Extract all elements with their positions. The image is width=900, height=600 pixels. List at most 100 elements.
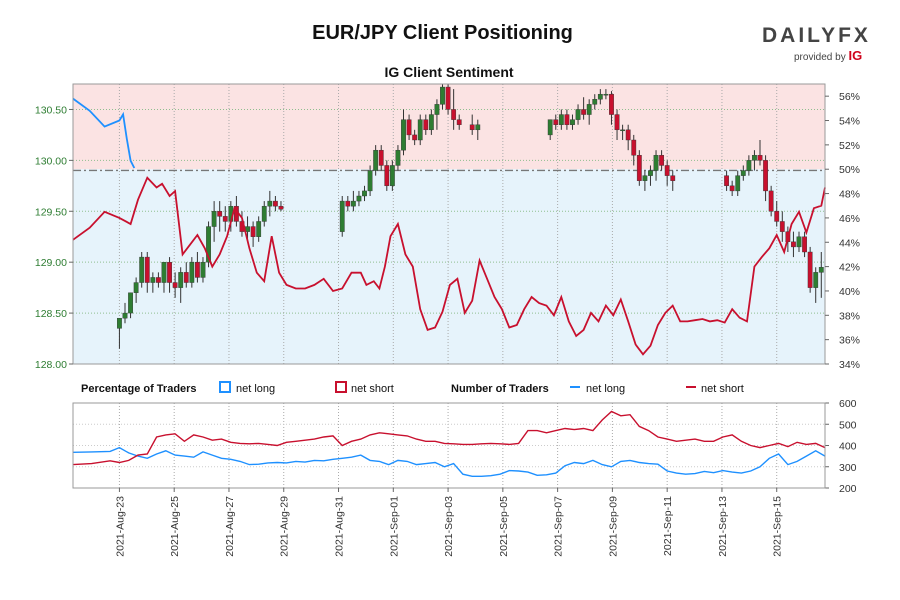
pct-tick-label: 52% bbox=[839, 140, 860, 152]
candle-body bbox=[128, 292, 133, 314]
candle-body bbox=[272, 200, 278, 207]
candle bbox=[133, 277, 139, 303]
candle bbox=[417, 114, 423, 146]
candle bbox=[272, 196, 278, 212]
candle-body bbox=[367, 170, 373, 192]
candle bbox=[659, 150, 665, 171]
candle bbox=[167, 257, 172, 293]
date-tick-label: 2021-Sep-03 bbox=[443, 496, 455, 557]
candle bbox=[581, 97, 587, 120]
candle-body bbox=[774, 211, 780, 222]
candle bbox=[796, 231, 802, 252]
candle-body bbox=[440, 86, 445, 105]
candle bbox=[774, 201, 780, 227]
date-tick-label: 2021-Sep-01 bbox=[388, 496, 400, 557]
candle-body bbox=[139, 256, 145, 283]
candle bbox=[423, 114, 429, 135]
candle bbox=[122, 302, 128, 324]
candle bbox=[570, 114, 575, 130]
candle-body bbox=[469, 124, 475, 131]
price-tick-label: 129.00 bbox=[35, 257, 67, 269]
candle bbox=[200, 257, 206, 283]
date-tick-label: 2021-Sep-13 bbox=[717, 496, 729, 557]
candle bbox=[139, 252, 145, 288]
candle bbox=[592, 94, 598, 110]
candle bbox=[609, 91, 614, 125]
date-tick-label: 2021-Sep-15 bbox=[772, 496, 784, 557]
candle-body bbox=[261, 205, 267, 222]
legend-pct-short-swatch bbox=[335, 381, 347, 393]
candle-body bbox=[156, 277, 161, 283]
date-tick-label: 2021-Sep-07 bbox=[553, 496, 565, 557]
candle-body bbox=[664, 165, 670, 176]
candle-body bbox=[222, 216, 228, 222]
candle-body bbox=[206, 226, 211, 263]
candle-body bbox=[802, 236, 807, 253]
candle bbox=[597, 89, 603, 105]
candle bbox=[586, 99, 592, 125]
candle-body bbox=[339, 200, 345, 232]
logo-text: DAILYFX bbox=[762, 24, 871, 47]
candle-body bbox=[620, 129, 626, 132]
candle-body bbox=[117, 317, 122, 329]
traders-tick-label: 200 bbox=[839, 483, 857, 495]
candle bbox=[267, 190, 273, 217]
candle-body bbox=[609, 93, 614, 115]
candle-body bbox=[813, 272, 819, 288]
candle bbox=[440, 84, 445, 110]
candle bbox=[445, 84, 451, 115]
candle-body bbox=[172, 282, 178, 288]
candle bbox=[428, 109, 434, 135]
dailyfx-logo: DAILYFX provided by IG bbox=[762, 24, 872, 63]
date-tick-label: 2021-Aug-31 bbox=[334, 496, 346, 557]
candle-body bbox=[779, 221, 785, 232]
pct-tick-label: 42% bbox=[839, 262, 860, 274]
candle bbox=[211, 201, 217, 242]
date-tick-label: 2021-Sep-09 bbox=[607, 496, 619, 557]
candle-body bbox=[373, 149, 379, 171]
candle bbox=[603, 89, 609, 100]
candle bbox=[150, 272, 156, 293]
candle-body bbox=[625, 129, 631, 141]
candle-body bbox=[267, 200, 273, 207]
candle bbox=[469, 114, 475, 135]
candle-body bbox=[412, 134, 418, 141]
price-tick-label: 129.50 bbox=[35, 206, 67, 218]
candle-body bbox=[278, 205, 284, 210]
candle-body bbox=[648, 170, 653, 176]
candle bbox=[345, 196, 351, 212]
date-tick-label: 2021-Sep-11 bbox=[662, 496, 674, 556]
date-tick-label: 2021-Sep-05 bbox=[498, 496, 510, 557]
chart-title: EUR/JPY Client Positioning bbox=[312, 22, 573, 44]
candle-body bbox=[250, 226, 256, 237]
traders-line-net-long bbox=[72, 446, 826, 477]
traders-lines bbox=[72, 410, 826, 477]
candle bbox=[802, 231, 807, 258]
candle bbox=[757, 140, 763, 166]
price-panel-grid bbox=[73, 84, 825, 365]
candle bbox=[553, 114, 559, 130]
candle bbox=[434, 99, 440, 130]
candle bbox=[172, 272, 178, 298]
candle bbox=[222, 206, 228, 232]
pct-line-net-short bbox=[72, 176, 826, 356]
date-tick-label: 2021-Aug-27 bbox=[224, 496, 236, 557]
candle bbox=[189, 257, 195, 288]
traders-tick-label: 500 bbox=[839, 419, 857, 431]
candle bbox=[412, 129, 418, 146]
candle-body bbox=[614, 114, 620, 131]
candle bbox=[664, 160, 670, 186]
candle bbox=[631, 134, 637, 166]
candle bbox=[620, 124, 626, 140]
candle bbox=[653, 150, 659, 181]
pct-tick-label: 36% bbox=[839, 335, 860, 347]
candle bbox=[128, 292, 133, 319]
legend-pct-long: net long bbox=[236, 383, 275, 395]
candle bbox=[384, 160, 390, 191]
price-panel-frame bbox=[72, 83, 826, 365]
legend-num-short: net short bbox=[701, 383, 744, 395]
candle bbox=[807, 246, 813, 293]
date-tick-label: 2021-Aug-29 bbox=[279, 496, 291, 557]
candle bbox=[636, 150, 642, 186]
candle-body bbox=[256, 221, 262, 237]
